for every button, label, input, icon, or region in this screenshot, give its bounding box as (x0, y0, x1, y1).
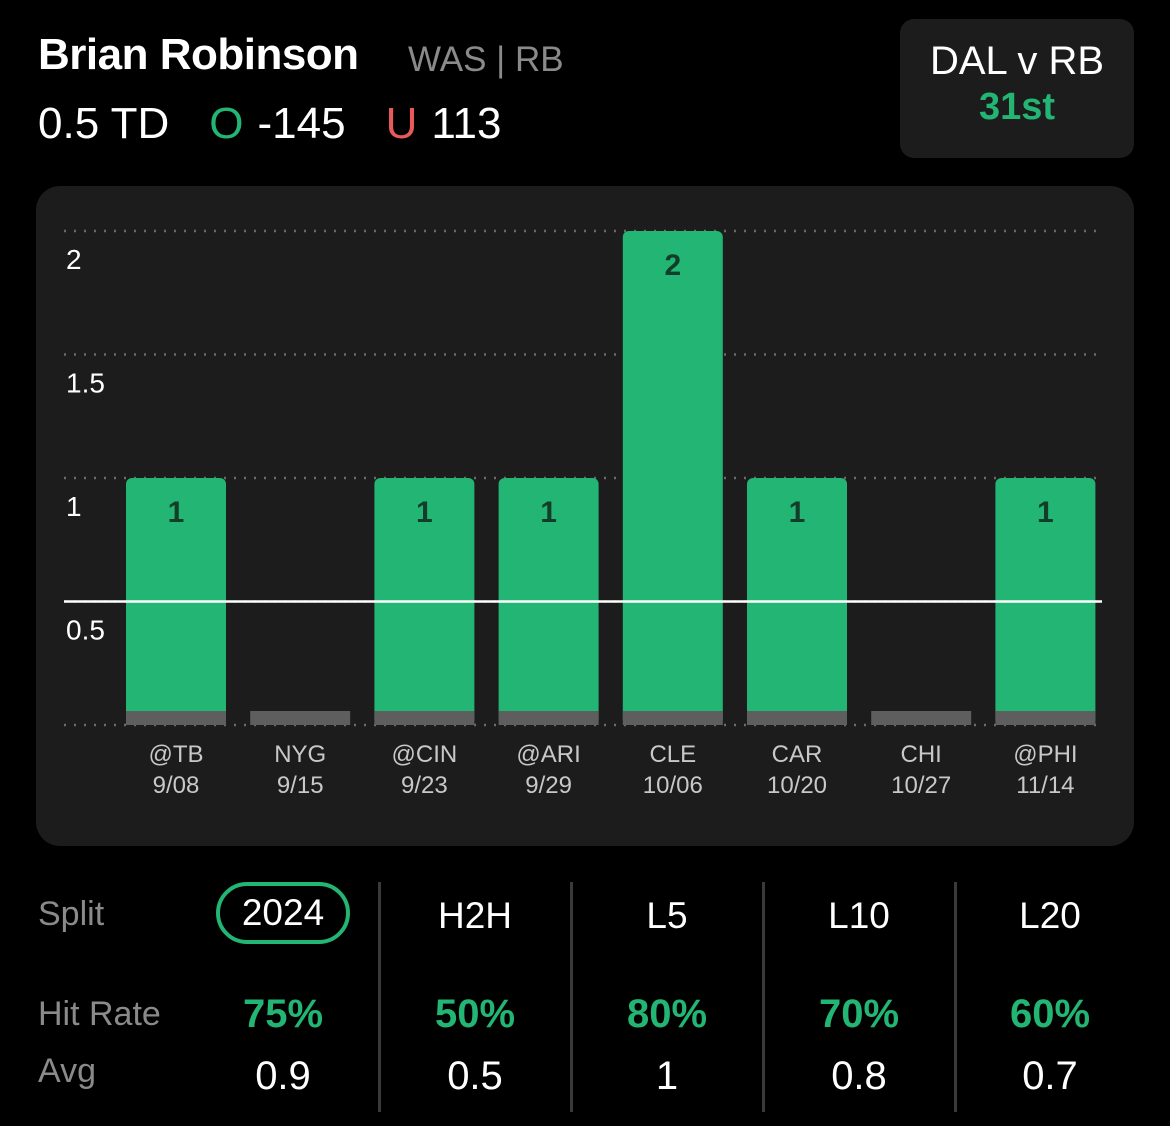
avg-value: 0.7 (1022, 1054, 1078, 1098)
x-tick-opponent: CAR (772, 741, 823, 768)
over-letter: O (209, 99, 244, 148)
game-log-chart: 0.5 1 1.5 2 1 @TB 9/08 NYG 9/15 1 @CIN 9/23 1 @ARI 9/2… (36, 186, 1134, 846)
x-tick-date: 9/23 (401, 772, 448, 799)
bar-data-label: 1 (416, 496, 433, 529)
prop-line: 0.5 TD (38, 99, 170, 148)
split-tab-l10[interactable]: L10 (769, 895, 949, 937)
column-divider (762, 882, 765, 1112)
bar-base (995, 711, 1096, 725)
y-tick-label: 1 (66, 491, 82, 522)
hit-rate-value: 60% (1009, 992, 1091, 1036)
x-tick-date: 9/15 (277, 772, 324, 799)
split-tab-l20[interactable]: L20 (960, 895, 1140, 937)
bar-chart: 0.5 1 1.5 2 1 @TB 9/08 NYG 9/15 1 @CIN 9/23 1 @ARI 9/2… (64, 229, 1102, 799)
split-tab-label: L5 (646, 895, 688, 936)
player-name: Brian Robinson (38, 30, 359, 79)
x-tick-date: 9/29 (525, 772, 572, 799)
y-tick-label: 1.5 (66, 368, 105, 399)
under-odds-value: 113 (431, 99, 502, 148)
split-label: Split (38, 895, 105, 933)
x-tick-date: 10/27 (891, 772, 951, 799)
bar-data-label: 1 (789, 496, 806, 529)
prop-line-row: 0.5 TD O -145 U 113 (38, 96, 542, 152)
hit-rate-value: 75% (242, 992, 324, 1036)
y-tick-label: 2 (66, 244, 82, 275)
x-tick-date: 10/06 (643, 772, 703, 799)
over-odds-value: -145 (257, 99, 346, 148)
team-position: WAS | RB (408, 40, 564, 79)
x-tick-opponent: @TB (148, 741, 203, 768)
hit-rate-label: Hit Rate (38, 995, 161, 1033)
hit-rate-value: 80% (626, 992, 708, 1036)
under-odds[interactable]: U 113 (386, 99, 502, 149)
matchup-rank: 31st (978, 86, 1056, 128)
matchup-rank-card[interactable]: DAL v RB 31st (900, 19, 1134, 158)
x-tick-opponent: NYG (274, 741, 326, 768)
bar-base (374, 711, 475, 725)
split-tab-label: 2024 (215, 882, 351, 944)
x-tick-opponent: @PHI (1013, 741, 1077, 768)
split-tab-l5[interactable]: L5 (577, 895, 757, 937)
x-tick-date: 10/20 (767, 772, 827, 799)
bar-base (498, 711, 599, 725)
avg-value: 0.5 (447, 1054, 503, 1098)
bar-data-label: 1 (540, 496, 557, 529)
bar-data-label: 1 (1037, 496, 1054, 529)
avg-value: 0.8 (831, 1054, 887, 1098)
bar (622, 231, 723, 725)
split-tab-label: L20 (1019, 895, 1081, 936)
hit-rate-value: 70% (818, 992, 900, 1036)
split-tab-label: L10 (828, 895, 890, 936)
bar-base (622, 711, 723, 725)
bar-base (747, 711, 847, 725)
bar-base (871, 711, 972, 725)
x-tick-opponent: CLE (649, 741, 696, 768)
bar-base (126, 711, 226, 725)
avg-value: 1 (655, 1054, 679, 1098)
x-tick-date: 11/14 (1016, 772, 1074, 799)
x-tick-opponent: @CIN (392, 741, 458, 768)
split-tab-2024[interactable]: 2024 (193, 882, 373, 944)
split-tab-h2h[interactable]: H2H (385, 895, 565, 937)
x-tick-date: 9/08 (153, 772, 200, 799)
hit-rate-value: 50% (434, 992, 516, 1036)
column-divider (378, 882, 381, 1112)
under-letter: U (385, 99, 418, 148)
matchup-title: DAL v RB (929, 39, 1105, 83)
over-odds[interactable]: O -145 (209, 99, 345, 149)
column-divider (954, 882, 957, 1112)
x-tick-opponent: CHI (901, 741, 942, 768)
avg-label: Avg (38, 1052, 96, 1090)
bar-data-label: 1 (168, 496, 185, 529)
bar-base (250, 711, 351, 725)
bar-data-label: 2 (664, 249, 681, 282)
x-tick-opponent: @ARI (516, 741, 580, 768)
column-divider (570, 882, 573, 1112)
avg-value: 0.9 (255, 1054, 311, 1098)
split-tab-label: H2H (437, 895, 513, 936)
y-tick-label: 0.5 (66, 615, 105, 646)
